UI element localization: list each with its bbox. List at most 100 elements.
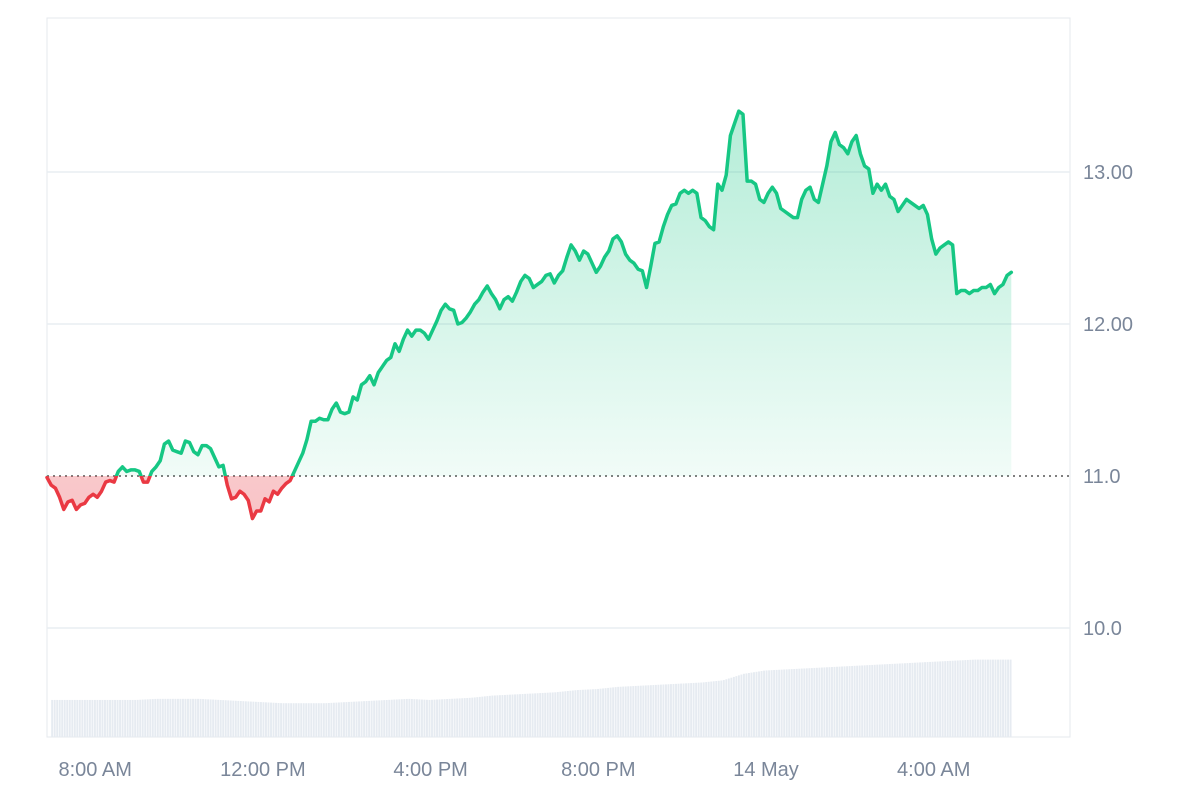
volume-bar (966, 659, 969, 737)
volume-bar (853, 665, 856, 737)
volume-bar (478, 696, 481, 737)
volume-bar (116, 699, 119, 737)
volume-bar (232, 700, 235, 737)
volume-bar (159, 698, 162, 737)
volume-bar (61, 699, 64, 737)
volume-bar (473, 697, 476, 737)
volume-bar (325, 703, 328, 737)
volume-bar (511, 694, 514, 737)
volume-bar (672, 683, 675, 737)
volume-bar (805, 668, 808, 737)
volume-bar (695, 682, 698, 737)
volume-bar (131, 699, 134, 737)
volume-bar (227, 700, 230, 737)
y-tick-label: 12.00 (1083, 314, 1133, 336)
volume-bar (154, 698, 157, 737)
volume-bar (119, 699, 122, 737)
volume-bar (823, 667, 826, 737)
volume-bar (368, 700, 371, 737)
volume-bar (78, 699, 81, 737)
volume-bar (549, 692, 552, 737)
volume-bar (383, 700, 386, 737)
volume-bar (677, 683, 680, 737)
volume-bar (574, 690, 577, 737)
volume-bar (219, 699, 222, 737)
volume-bar (506, 694, 509, 737)
volume-bar (984, 659, 987, 737)
volume-bar (893, 663, 896, 737)
volume-bar (63, 699, 66, 737)
volume-bar (144, 699, 147, 737)
volume-bar (265, 702, 267, 737)
volume-bar (793, 668, 796, 737)
volume-bar (146, 699, 149, 737)
volume-bar (420, 699, 423, 737)
volume-bar (727, 678, 730, 737)
volume-bar (237, 700, 240, 737)
volume-bar (247, 701, 250, 737)
volume-bar (722, 680, 725, 737)
volume-bar (320, 703, 323, 737)
volume-bar (916, 662, 919, 737)
volume-bar (539, 693, 542, 737)
volume-bar (846, 666, 849, 737)
volume-bar (456, 698, 459, 737)
volume-bar (398, 699, 401, 737)
volume-bar (974, 659, 977, 737)
volume-bar (934, 661, 937, 737)
volume-bar (637, 685, 640, 737)
volume-bar (559, 691, 562, 737)
volume-bar (73, 699, 76, 737)
volume-bar (149, 699, 152, 737)
volume-bar (609, 687, 612, 737)
volume-bar (297, 703, 300, 737)
volume-bar (785, 669, 788, 737)
volume-bar (800, 668, 803, 737)
volume-bar (151, 699, 154, 737)
volume-bar (307, 703, 310, 737)
volume-bar (909, 662, 911, 737)
volume-bar (353, 701, 355, 737)
volume-bar (176, 698, 179, 737)
volume-bar (290, 703, 293, 737)
volume-bar (340, 702, 343, 737)
volume-bar (702, 682, 705, 737)
volume-bar (501, 695, 504, 737)
volume-bar (431, 699, 433, 737)
volume-bar (992, 659, 994, 737)
volume-bar (410, 699, 413, 737)
volume-bar (619, 686, 622, 737)
volume-bar (71, 699, 74, 737)
volume-bar (589, 689, 592, 737)
volume-bar (929, 661, 932, 737)
volume-bar (68, 699, 71, 737)
volume-bar (768, 670, 771, 737)
volume-bar (634, 685, 637, 737)
volume-bar (305, 703, 308, 737)
volume-bar (481, 696, 484, 737)
volume-bar (602, 688, 605, 737)
volume-bar (403, 699, 406, 737)
volume-bar (259, 702, 262, 737)
volume-bar (717, 680, 720, 737)
volume-bar (554, 692, 557, 737)
volume-bar (647, 685, 650, 737)
volume-bar (778, 669, 781, 737)
volume-bar (363, 701, 366, 737)
volume-bar (350, 701, 353, 737)
volume-bar (740, 674, 743, 737)
volume-bar (287, 703, 290, 737)
volume-bar (418, 699, 421, 737)
volume-bar (707, 681, 710, 737)
volume-bar (715, 681, 718, 737)
volume-bar (883, 664, 886, 737)
volume-bar (1002, 659, 1004, 737)
volume-bar (976, 659, 979, 737)
volume-bar (581, 689, 584, 737)
volume-bar (104, 699, 106, 737)
volume-bar (903, 663, 906, 737)
volume-bar (924, 662, 927, 737)
volume-bar (378, 700, 381, 737)
